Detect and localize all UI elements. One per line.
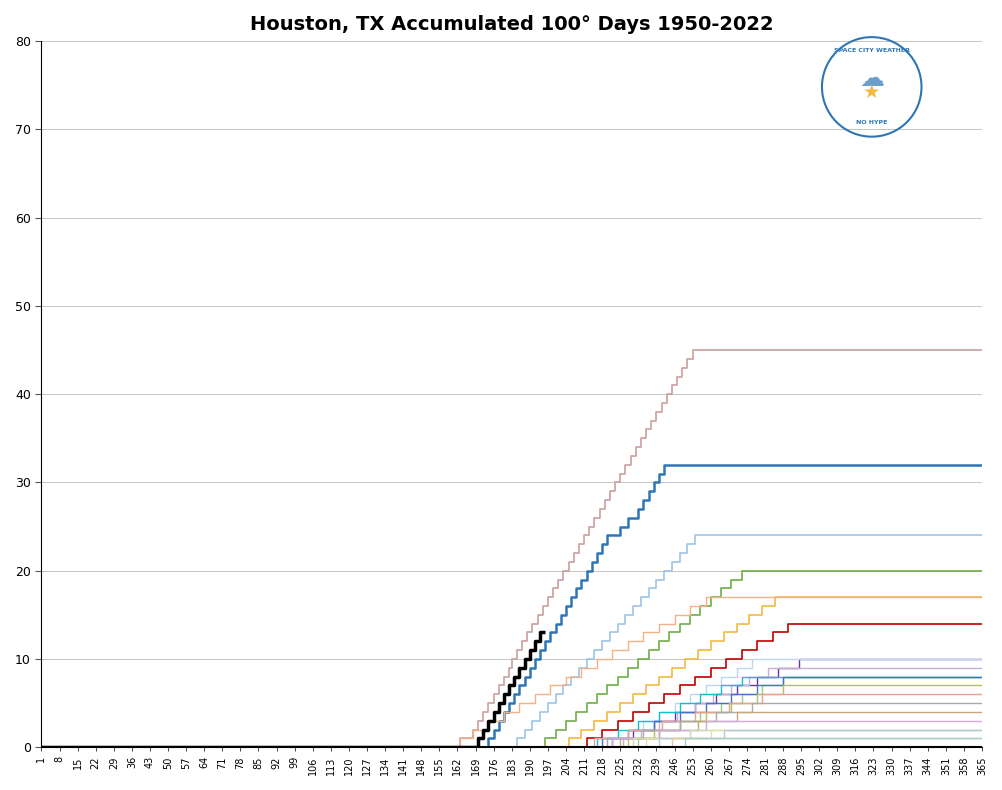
Text: ☁: ☁ bbox=[860, 66, 884, 91]
Text: SPACE CITY WEATHER: SPACE CITY WEATHER bbox=[834, 48, 910, 54]
Text: ★: ★ bbox=[863, 83, 881, 102]
Title: Houston, TX Accumulated 100° Days 1950-2022: Houston, TX Accumulated 100° Days 1950-2… bbox=[249, 15, 774, 34]
Text: NO HYPE: NO HYPE bbox=[856, 120, 888, 126]
